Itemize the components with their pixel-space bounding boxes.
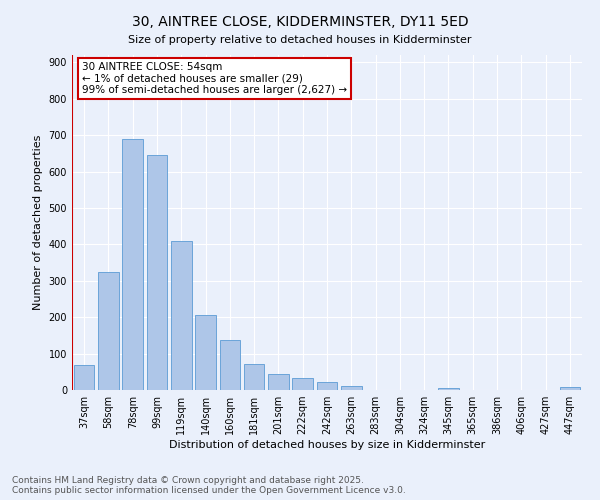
Text: Contains HM Land Registry data © Crown copyright and database right 2025.
Contai: Contains HM Land Registry data © Crown c… (12, 476, 406, 495)
Bar (292, 378, 313, 390)
Bar (146, 155, 167, 390)
Bar (341, 386, 362, 390)
Bar (268, 374, 289, 390)
Bar (195, 314, 216, 390)
Bar (171, 240, 191, 390)
X-axis label: Distribution of detached houses by size in Kidderminster: Distribution of detached houses by size … (169, 440, 485, 450)
Text: Size of property relative to detached houses in Kidderminster: Size of property relative to detached ho… (128, 35, 472, 45)
Bar (122, 138, 143, 390)
Text: 30 AINTREE CLOSE: 54sqm
← 1% of detached houses are smaller (29)
99% of semi-det: 30 AINTREE CLOSE: 54sqm ← 1% of detached… (82, 62, 347, 95)
Bar (74, 364, 94, 390)
Y-axis label: Number of detached properties: Number of detached properties (33, 135, 43, 310)
Bar (220, 340, 240, 390)
Bar (438, 388, 459, 390)
Bar (244, 364, 265, 390)
Text: 30, AINTREE CLOSE, KIDDERMINSTER, DY11 5ED: 30, AINTREE CLOSE, KIDDERMINSTER, DY11 5… (131, 15, 469, 29)
Bar (560, 388, 580, 390)
Bar (98, 272, 119, 390)
Bar (317, 382, 337, 390)
